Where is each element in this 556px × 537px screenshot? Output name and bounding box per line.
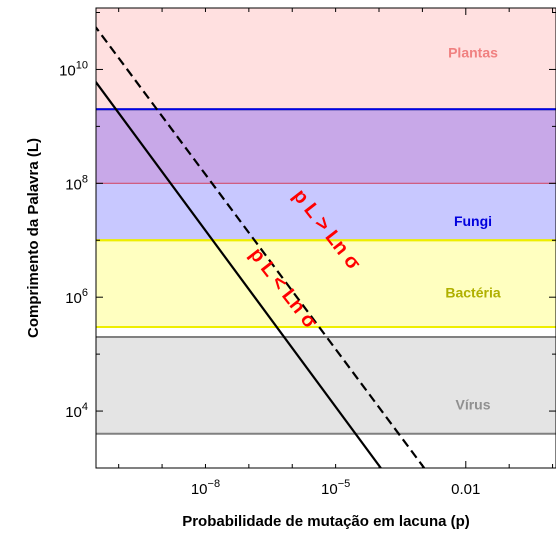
y-tick-label-3: 1010 bbox=[59, 59, 88, 79]
axes-layer: 10−8 10−5 0.01 104 106 108 1010 bbox=[59, 7, 556, 498]
y-tick-label-1: 106 bbox=[65, 287, 88, 307]
band-overlap bbox=[96, 109, 556, 184]
x-tick-label-1: 10−5 bbox=[321, 478, 350, 498]
band-label-0: Plantas bbox=[448, 44, 498, 60]
y-tick-label-0: 104 bbox=[65, 401, 88, 421]
band-label-2: Bactéria bbox=[445, 285, 500, 301]
series-line-1 bbox=[96, 25, 426, 468]
y-tick-label-2: 108 bbox=[65, 173, 88, 193]
plot-frame bbox=[95, 7, 556, 469]
band-0 bbox=[96, 8, 556, 110]
y-axis-title: Comprimento da Palavra (L) bbox=[25, 138, 42, 338]
x-tick-label-2: 0.01 bbox=[451, 481, 480, 498]
band-label-3: Vírus bbox=[455, 397, 490, 413]
band-2 bbox=[96, 240, 556, 327]
bands-layer bbox=[96, 8, 556, 435]
x-tick-label-0: 10−8 bbox=[191, 478, 220, 498]
series-line-0 bbox=[96, 80, 382, 468]
series-layer bbox=[96, 25, 426, 468]
band-label-1: Fungi bbox=[454, 213, 492, 229]
x-axis-title: Probabilidade de mutação em lacuna (p) bbox=[182, 513, 470, 530]
band-3 bbox=[96, 336, 556, 434]
